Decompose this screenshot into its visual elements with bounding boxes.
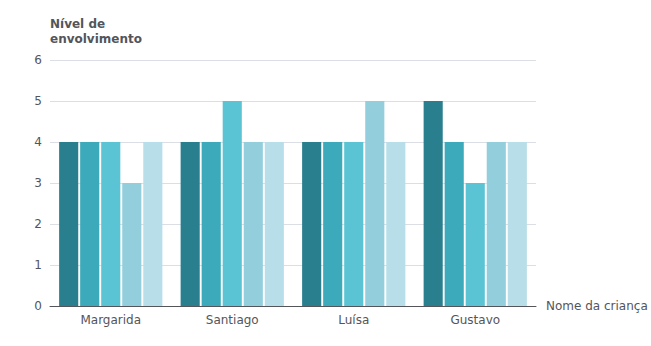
svg-text:Luísa: Luísa <box>338 313 369 327</box>
svg-text:2: 2 <box>34 217 42 231</box>
svg-text:4: 4 <box>34 135 42 149</box>
svg-text:envolvimento: envolvimento <box>50 32 142 46</box>
svg-text:0: 0 <box>34 299 42 313</box>
svg-text:Margarida: Margarida <box>80 313 141 327</box>
svg-text:6: 6 <box>34 53 42 67</box>
svg-text:Gustavo: Gustavo <box>450 313 500 327</box>
svg-text:1: 1 <box>34 258 42 272</box>
svg-text:3: 3 <box>34 176 42 190</box>
svg-text:Nível de: Nível de <box>50 17 105 31</box>
svg-text:Nome da criança: Nome da criança <box>546 299 648 313</box>
svg-text:5: 5 <box>34 94 42 108</box>
svg-text:Santiago: Santiago <box>206 313 259 327</box>
